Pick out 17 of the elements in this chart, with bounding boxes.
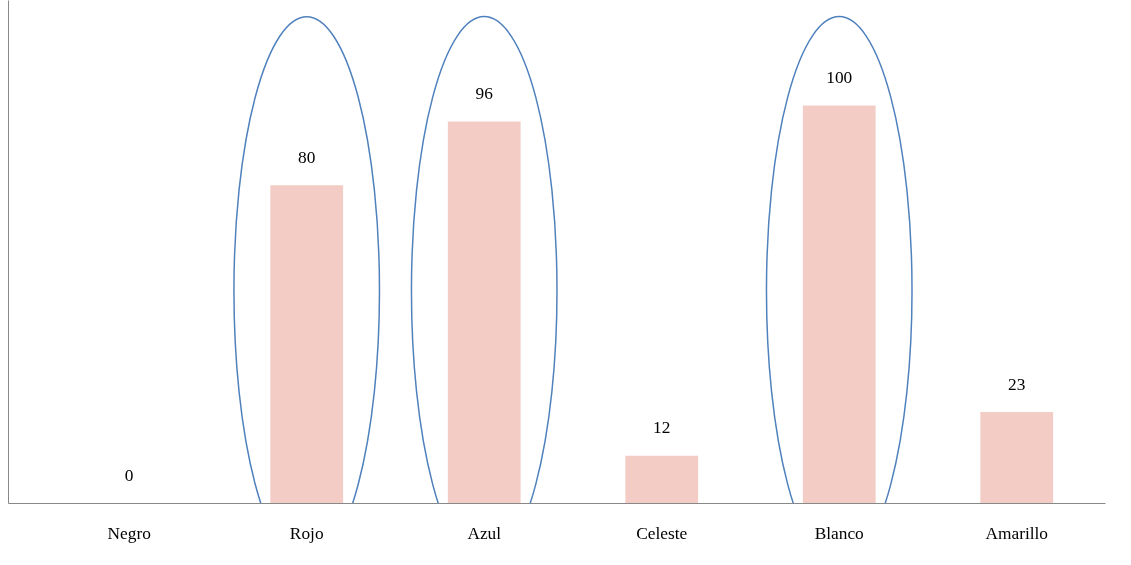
x-tick-label: Celeste [636,523,688,543]
data-label: 23 [1008,374,1026,394]
x-tick-label: Amarillo [985,523,1049,543]
bar [447,121,521,504]
bar [980,411,1054,504]
bar [802,105,876,504]
data-label: 12 [653,418,671,438]
data-label: 80 [298,147,316,167]
x-tick-label: Rojo [289,523,324,543]
x-tick-label: Negro [107,523,151,543]
data-label: 96 [475,84,494,104]
data-label: 0 [124,466,134,486]
bar [270,185,344,504]
x-tick-label: Blanco [814,523,864,543]
data-label: 100 [826,68,853,88]
x-tick-label: Azul [467,523,502,543]
bar [625,455,699,504]
